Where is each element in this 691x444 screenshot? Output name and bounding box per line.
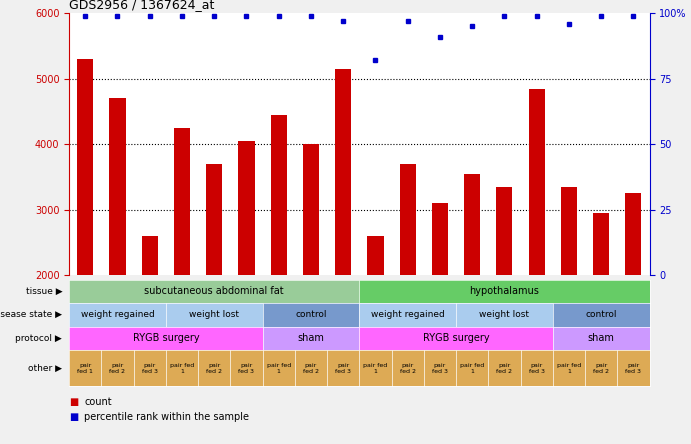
Bar	[303, 144, 319, 275]
Bar	[174, 128, 190, 275]
Text: control: control	[585, 310, 617, 319]
Text: pair
fed 2: pair fed 2	[496, 363, 513, 373]
Text: pair fed
1: pair fed 1	[267, 363, 291, 373]
Text: pair fed
1: pair fed 1	[557, 363, 581, 373]
Text: other ▶: other ▶	[28, 364, 62, 373]
Text: sham: sham	[588, 333, 614, 343]
Text: weight lost: weight lost	[189, 310, 239, 319]
Bar	[625, 194, 641, 275]
Text: pair
fed 3: pair fed 3	[625, 363, 641, 373]
Text: pair
fed 1: pair fed 1	[77, 363, 93, 373]
Text: protocol ▶: protocol ▶	[15, 334, 62, 343]
Bar	[399, 164, 416, 275]
Bar	[464, 174, 480, 275]
Text: RYGB surgery: RYGB surgery	[423, 333, 489, 343]
Text: hypothalamus: hypothalamus	[469, 286, 540, 297]
Bar	[593, 213, 609, 275]
Bar	[238, 141, 254, 275]
Text: pair
fed 2: pair fed 2	[109, 363, 126, 373]
Text: control: control	[295, 310, 327, 319]
Text: pair
fed 2: pair fed 2	[206, 363, 223, 373]
Bar	[271, 115, 287, 275]
Text: pair fed
1: pair fed 1	[363, 363, 388, 373]
Text: pair
fed 2: pair fed 2	[303, 363, 319, 373]
Text: weight lost: weight lost	[480, 310, 529, 319]
Bar	[432, 203, 448, 275]
Text: pair
fed 3: pair fed 3	[529, 363, 545, 373]
Bar	[142, 236, 158, 275]
Text: disease state ▶: disease state ▶	[0, 310, 62, 319]
Text: weight regained: weight regained	[81, 310, 154, 319]
Bar	[206, 164, 223, 275]
Text: percentile rank within the sample: percentile rank within the sample	[84, 412, 249, 422]
Text: subcutaneous abdominal fat: subcutaneous abdominal fat	[144, 286, 284, 297]
Text: pair
fed 3: pair fed 3	[142, 363, 158, 373]
Text: weight regained: weight regained	[371, 310, 444, 319]
Bar	[529, 89, 545, 275]
Text: count: count	[84, 397, 112, 407]
Text: pair
fed 3: pair fed 3	[335, 363, 351, 373]
Text: pair
fed 3: pair fed 3	[432, 363, 448, 373]
Text: pair fed
1: pair fed 1	[170, 363, 194, 373]
Text: pair
fed 3: pair fed 3	[238, 363, 254, 373]
Text: ■: ■	[69, 412, 78, 422]
Text: GDS2956 / 1367624_at: GDS2956 / 1367624_at	[69, 0, 214, 11]
Bar	[335, 69, 351, 275]
Text: RYGB surgery: RYGB surgery	[133, 333, 199, 343]
Text: pair
fed 2: pair fed 2	[399, 363, 416, 373]
Text: pair
fed 2: pair fed 2	[593, 363, 609, 373]
Bar	[77, 59, 93, 275]
Bar	[368, 236, 384, 275]
Text: sham: sham	[298, 333, 324, 343]
Bar	[561, 187, 577, 275]
Text: pair fed
1: pair fed 1	[460, 363, 484, 373]
Text: tissue ▶: tissue ▶	[26, 287, 62, 296]
Bar	[496, 187, 513, 275]
Bar	[109, 99, 126, 275]
Text: ■: ■	[69, 397, 78, 407]
